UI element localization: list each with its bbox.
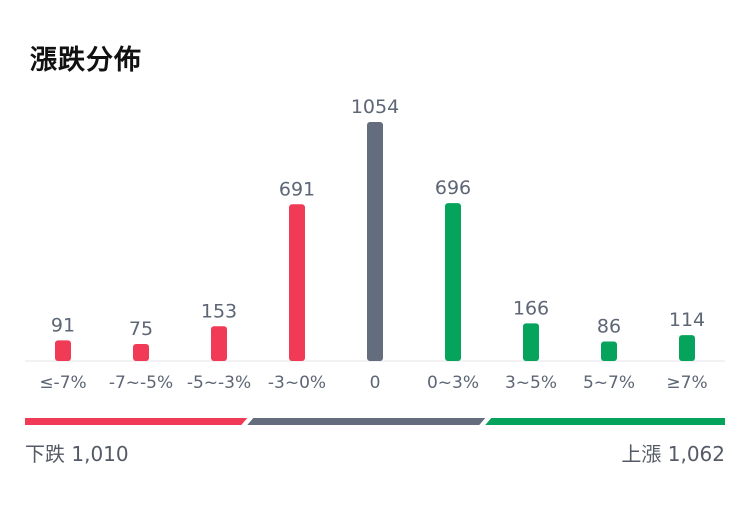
category-label-8: ≥7% (666, 373, 707, 393)
value-label-7: 86 (597, 315, 621, 337)
bar-4 (367, 122, 383, 361)
value-label-2: 153 (201, 300, 237, 322)
bar-3 (289, 204, 305, 361)
value-label-6: 166 (513, 297, 549, 319)
value-label-3: 691 (279, 178, 315, 200)
value-label-4: 1054 (351, 96, 399, 118)
category-label-4: 0 (370, 373, 381, 393)
bar-0 (55, 340, 71, 361)
summary-ratio-bar (25, 418, 725, 425)
bar-5 (445, 203, 461, 361)
category-label-1: -7~-5% (109, 373, 173, 393)
value-label-1: 75 (129, 318, 153, 340)
category-label-3: -3~0% (268, 373, 326, 393)
bar-7 (601, 341, 617, 361)
category-label-0: ≤-7% (39, 373, 86, 393)
bar-6 (523, 323, 539, 361)
bars-group: 91 ≤-7% 75 -7~-5% 153 -5~-3% 691 -3~0% 1054 0 696 0… (39, 96, 707, 393)
up-segment (485, 418, 725, 425)
flat-segment (247, 418, 486, 425)
category-label-2: -5~-3% (187, 373, 251, 393)
value-label-5: 696 (435, 177, 471, 199)
down-segment (25, 418, 248, 425)
chart-title: 漲跌分佈 (30, 45, 142, 76)
bar-2 (211, 326, 227, 361)
up-summary: 上漲 1,062 (621, 442, 725, 466)
category-label-5: 0~3% (427, 373, 479, 393)
category-label-6: 3~5% (505, 373, 557, 393)
bar-8 (679, 335, 695, 361)
bar-1 (133, 343, 149, 361)
value-label-0: 91 (51, 314, 75, 336)
down-summary: 下跌 1,010 (25, 442, 129, 466)
category-label-7: 5~7% (583, 373, 635, 393)
value-label-8: 114 (669, 309, 705, 331)
